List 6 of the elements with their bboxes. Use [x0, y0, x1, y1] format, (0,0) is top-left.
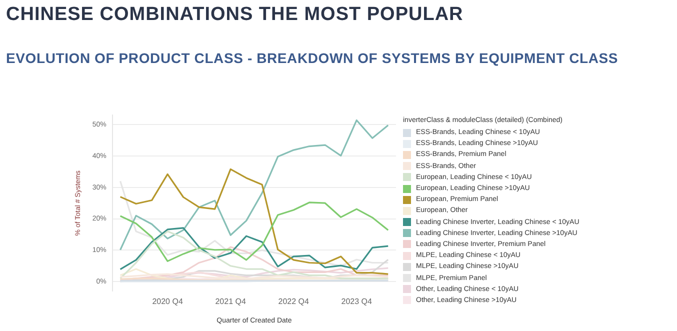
x-tick-label: 2023 Q4 [341, 297, 373, 306]
chart-subtitle: EVOLUTION OF PRODUCT CLASS - BREAKDOWN OF SYSTEMS BY EQUIPMENT CLASS [6, 49, 620, 68]
chart-title: CHINESE COMBINATIONS THE MOST POPULAR [6, 4, 464, 26]
x-tick-label: 2020 Q4 [152, 297, 184, 306]
x-tick-label: 2021 Q4 [215, 297, 246, 306]
x-tick-label: 2022 Q4 [278, 297, 310, 306]
